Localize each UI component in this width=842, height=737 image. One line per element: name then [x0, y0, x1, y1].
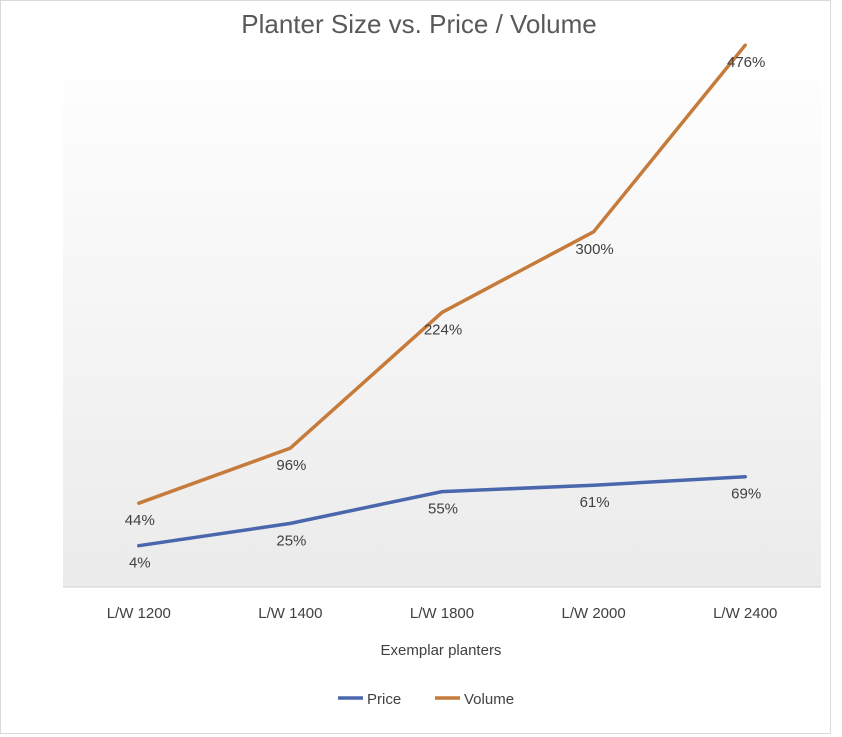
data-label: 44%: [125, 512, 155, 529]
x-tick-label: L/W 1800: [410, 605, 474, 622]
x-tick-label: L/W 2000: [561, 605, 625, 622]
x-tick-labels: L/W 1200 L/W 1400 L/W 1800 L/W 2000 L/W 2400: [107, 605, 778, 622]
chart-title: Planter Size vs. Price / Volume: [241, 9, 596, 39]
data-label: 476%: [727, 54, 765, 71]
series-lines: [137, 43, 747, 548]
legend-label-price: Price: [367, 691, 401, 708]
data-label: 61%: [580, 494, 610, 511]
data-label: 69%: [731, 486, 761, 503]
data-label: 4%: [129, 555, 151, 572]
data-label: 224%: [424, 321, 462, 338]
x-axis-title: Exemplar planters: [381, 642, 502, 659]
series-line-volume: [137, 43, 747, 505]
legend: Price Volume: [338, 691, 514, 708]
series-line-price: [137, 474, 747, 548]
data-labels: 4% 25% 55% 61% 69% 44% 96% 224% 300% 476%: [125, 54, 766, 571]
x-tick-label: L/W 1400: [258, 605, 322, 622]
x-tick-label: L/W 2400: [713, 605, 777, 622]
x-tick-label: L/W 1200: [107, 605, 171, 622]
data-label: 55%: [428, 501, 458, 518]
data-label: 300%: [575, 241, 613, 258]
legend-label-volume: Volume: [464, 691, 514, 708]
data-label: 25%: [276, 532, 306, 549]
data-label: 96%: [276, 457, 306, 474]
